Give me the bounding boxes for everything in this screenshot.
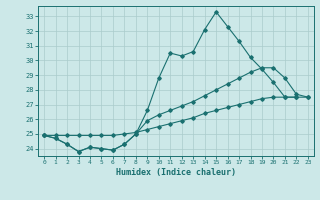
X-axis label: Humidex (Indice chaleur): Humidex (Indice chaleur) bbox=[116, 168, 236, 177]
